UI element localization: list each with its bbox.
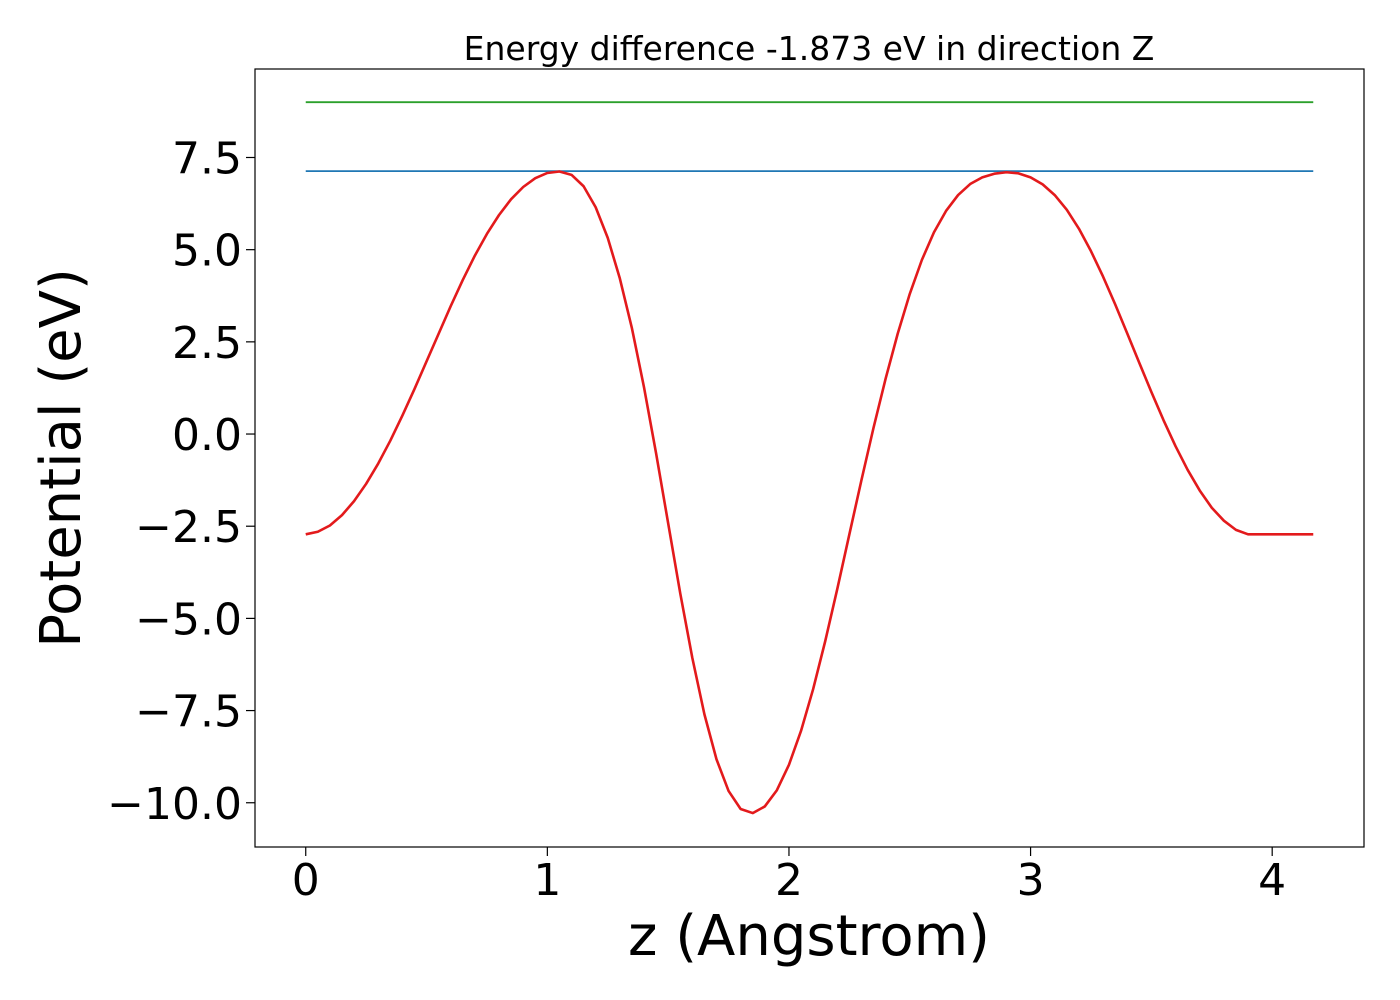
y-tick-label-3: −2.5 bbox=[135, 502, 242, 553]
x-tick-label-3: 3 bbox=[1017, 855, 1045, 906]
chart-title: Energy difference -1.873 eV in direction… bbox=[464, 29, 1155, 68]
y-tick-label-0: −10.0 bbox=[107, 779, 242, 830]
x-tick-label-4: 4 bbox=[1258, 855, 1286, 906]
y-tick-label-6: 5.0 bbox=[172, 226, 242, 277]
x-tick-label-2: 2 bbox=[775, 855, 803, 906]
y-tick-label-4: 0.0 bbox=[172, 410, 242, 461]
axis-ticks: 0 1 2 3 4 −10.0 −7.5 −5.0 −2.5 0.0 2.5 5.0 7.5 bbox=[107, 133, 1286, 906]
x-axis-label: z (Angstrom) bbox=[628, 904, 990, 969]
y-tick-label-1: −7.5 bbox=[135, 687, 242, 738]
series-line-2 bbox=[305, 170, 1314, 815]
y-tick-label-2: −5.0 bbox=[135, 594, 242, 645]
y-axis-label: Potential (eV) bbox=[29, 268, 94, 648]
y-tick-label-5: 2.5 bbox=[172, 318, 242, 369]
x-tick-label-0: 0 bbox=[292, 855, 320, 906]
plot-area bbox=[305, 101, 1314, 815]
plot-frame bbox=[254, 68, 1365, 848]
y-tick-label-7: 7.5 bbox=[172, 133, 242, 184]
x-tick-label-1: 1 bbox=[533, 855, 561, 906]
